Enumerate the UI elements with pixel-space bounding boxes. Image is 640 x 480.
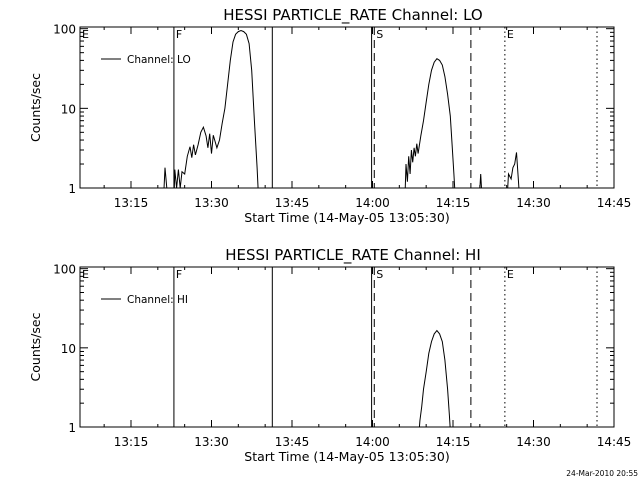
- y-axis-label: Counts/sec: [28, 73, 43, 142]
- series-line: [479, 173, 482, 188]
- series-group: [418, 329, 451, 427]
- series-line: [163, 167, 168, 188]
- x-tick-label: 13:45: [275, 196, 310, 210]
- x-tick-label: 14:45: [597, 435, 632, 449]
- event-marker-label: S: [376, 28, 383, 41]
- x-tick-label: 13:45: [275, 435, 310, 449]
- event-marker-label: F: [176, 28, 182, 41]
- chart-panel-1: HESSI PARTICLE_RATE Channel: HI 13:15 13:3…: [28, 246, 631, 464]
- y-tick-label: 1: [68, 421, 76, 435]
- y-tick-label: 10: [61, 342, 76, 356]
- x-tick-label: 14:30: [516, 196, 551, 210]
- x-tick-label: 14:45: [597, 196, 632, 210]
- series-line: [507, 152, 520, 188]
- event-marker-label: E: [507, 28, 514, 41]
- x-tick-label: 14:15: [436, 196, 471, 210]
- x-tick-label: 14:30: [516, 435, 551, 449]
- y-tick-label: 100: [53, 263, 76, 277]
- event-marker-label: F: [176, 268, 182, 281]
- x-axis-label: Start Time (14-May-05 13:05:30): [244, 210, 449, 225]
- legend-label: Channel: LO: [127, 54, 191, 66]
- x-tick-label: 14:15: [436, 435, 471, 449]
- event-marker-label: S: [376, 268, 383, 281]
- chart-title: HESSI PARTICLE_RATE Channel: LO: [223, 6, 482, 25]
- series-line: [173, 29, 259, 188]
- x-tick-label: 13:30: [194, 435, 229, 449]
- event-marker-label: E: [507, 268, 514, 281]
- series-line: [418, 329, 451, 427]
- x-tick-label: 13:15: [114, 435, 149, 449]
- event-marker-label: E: [82, 28, 89, 41]
- x-tick-label: 13:15: [114, 196, 149, 210]
- series-group: [163, 29, 520, 188]
- y-tick-label: 1: [68, 182, 76, 196]
- event-marker-label: E: [82, 268, 89, 281]
- y-axis-label: Counts/sec: [28, 312, 43, 381]
- legend-label: Channel: HI: [127, 294, 188, 306]
- y-tick-label: 10: [61, 102, 76, 116]
- chart-panel-0: HESSI PARTICLE_RATE Channel: LO 13:15 13:3…: [28, 6, 631, 225]
- x-axis-label: Start Time (14-May-05 13:05:30): [244, 449, 449, 464]
- y-tick-label: 100: [53, 23, 76, 37]
- generation-timestamp: 24-Mar-2010 20:55: [566, 469, 638, 478]
- chart-panels: HESSI PARTICLE_RATE Channel: LO 13:15 13:3…: [28, 6, 631, 464]
- series-line: [404, 58, 456, 188]
- x-tick-label: 14:00: [355, 196, 390, 210]
- x-tick-label: 14:00: [355, 435, 390, 449]
- chart-title: HESSI PARTICLE_RATE Channel: HI: [225, 246, 481, 265]
- x-tick-label: 13:30: [194, 196, 229, 210]
